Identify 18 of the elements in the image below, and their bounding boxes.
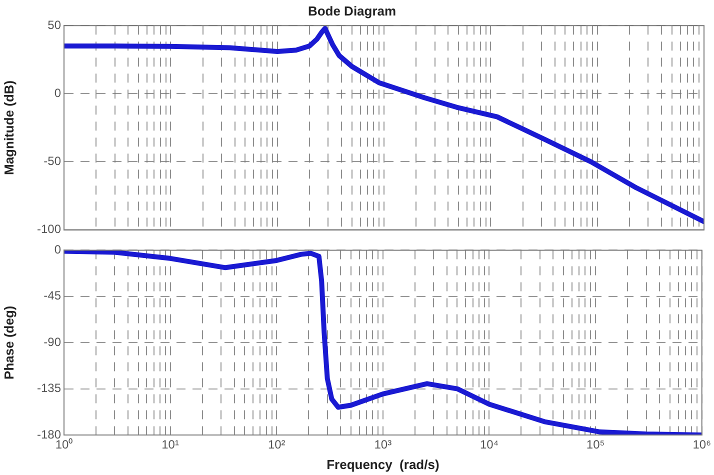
x-tick-label: 10¹ [162, 438, 179, 452]
y-tick-label: -90 [44, 334, 62, 349]
y-axis-title: Phase (deg) [1, 306, 16, 380]
x-tick-label: 10³ [374, 438, 392, 452]
x-axis-title: Frequency (rad/s) [326, 456, 440, 472]
x-tick-label: 10⁴ [480, 438, 498, 452]
y-tick-label: 50 [48, 18, 62, 32]
y-tick-label: -50 [44, 154, 62, 168]
x-tick-label: 10⁶ [692, 438, 712, 452]
y-tick-label: 0 [54, 242, 62, 257]
y-tick-label: -45 [44, 288, 62, 303]
y-axis-title: Magnitude (dB) [1, 80, 16, 175]
y-tick-label: 0 [54, 86, 62, 100]
x-tick-label: 10⁵ [586, 438, 605, 452]
y-tick-label: -135 [36, 381, 62, 396]
chart-title: Bode Diagram [308, 3, 396, 18]
x-tick-label: 10² [268, 438, 286, 452]
y-tick-label: -100 [36, 222, 62, 236]
